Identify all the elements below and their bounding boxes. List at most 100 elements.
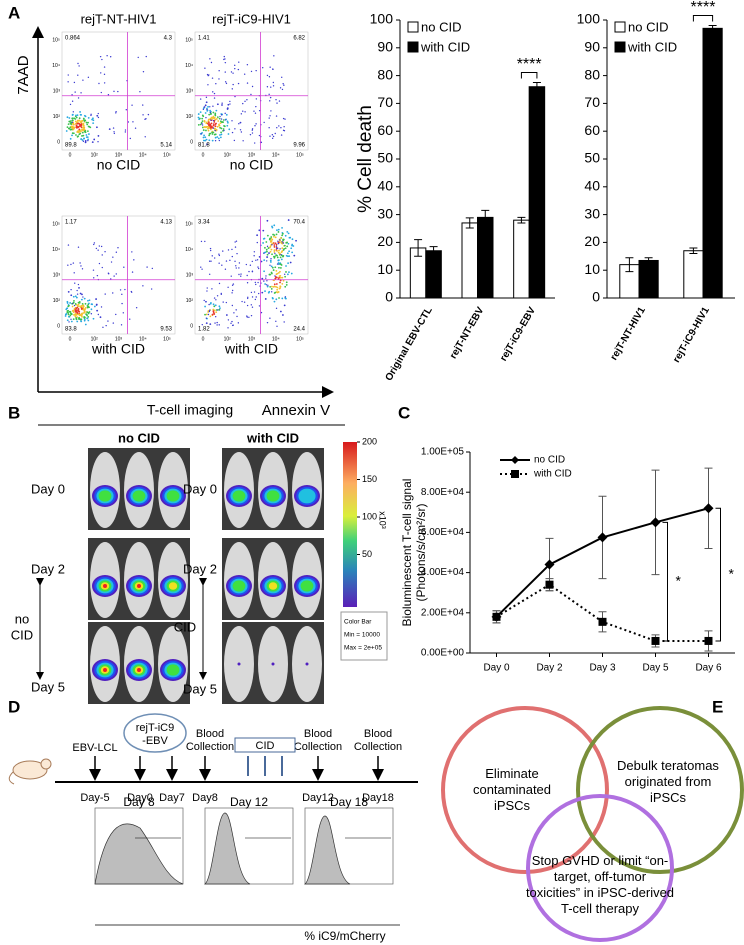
cell-dot	[281, 297, 284, 300]
cell-dot	[76, 306, 79, 309]
cell-dot	[98, 82, 100, 85]
cell-dot	[83, 120, 86, 122]
cell-dot	[108, 128, 111, 131]
cell-dot	[279, 239, 281, 241]
cell-dot	[72, 111, 75, 113]
cell-dot	[197, 116, 200, 119]
row-label: with CID	[91, 341, 145, 357]
cell-dot	[98, 262, 101, 265]
axis-tick-label: 10⁴	[272, 152, 280, 158]
cell-dot	[253, 142, 256, 144]
cell-dot	[88, 306, 90, 309]
cell-dot	[218, 124, 221, 127]
cell-dot	[235, 265, 237, 267]
cell-dot	[113, 275, 115, 277]
cell-dot	[78, 117, 81, 120]
cell-dot	[246, 63, 249, 66]
quadrant-value: 89.8	[65, 143, 77, 149]
cell-dot	[269, 135, 271, 137]
error-bar	[414, 239, 423, 257]
cell-dot	[238, 122, 240, 125]
cell-dot	[266, 260, 268, 262]
cell-dot	[93, 242, 96, 244]
cell-dot	[205, 116, 207, 119]
cell-dot	[276, 229, 278, 232]
cell-dot	[269, 317, 271, 319]
marker	[544, 559, 555, 570]
cell-dot	[201, 122, 203, 125]
cell-dot	[67, 290, 70, 293]
error-bar	[689, 247, 698, 255]
y-tick-label: 50	[584, 150, 600, 166]
cell-dot	[286, 241, 289, 244]
cell-dot	[210, 61, 213, 64]
cell-dot	[237, 322, 240, 324]
cell-dot	[82, 134, 85, 137]
cell-dot	[65, 130, 68, 132]
cell-dot	[275, 283, 278, 285]
cell-dot	[211, 139, 214, 142]
cell-dot	[214, 316, 217, 318]
cell-dot	[218, 253, 220, 255]
cell-dot	[215, 122, 217, 125]
axis-tick-label: 10⁴	[52, 63, 60, 69]
panel-letter: C	[398, 403, 410, 422]
cell-dot	[75, 296, 78, 299]
cell-dot	[203, 106, 206, 108]
quadrant-value: 0.864	[65, 36, 81, 42]
cell-dot	[221, 264, 223, 266]
axis-title: % Cell death	[355, 105, 376, 213]
cell-dot	[197, 113, 200, 115]
cell-dot	[71, 117, 74, 120]
cell-dot	[66, 116, 69, 119]
cell-dot	[77, 74, 79, 76]
cell-dot	[224, 71, 226, 73]
cell-dot	[240, 275, 242, 277]
error-bar	[429, 246, 438, 256]
cell-dot	[77, 62, 79, 65]
cell-dot	[250, 304, 253, 306]
plot-frame	[61, 215, 176, 335]
cell-dot	[271, 137, 274, 140]
cell-dot	[209, 111, 211, 114]
cell-dot	[253, 110, 255, 112]
y-tick-label: 2.00E+04	[421, 607, 465, 618]
x-tick-label: rejT-iC9-HIV1	[671, 305, 712, 365]
cell-dot	[206, 73, 209, 76]
cell-dot	[220, 133, 223, 136]
cell-dot	[268, 252, 270, 254]
cell-dot	[278, 100, 281, 102]
cell-dot	[79, 292, 82, 295]
axis-tick-label: 0	[57, 323, 60, 329]
cell-dot	[87, 138, 89, 141]
cell-dot	[274, 252, 276, 255]
cell-dot	[247, 296, 249, 298]
cell-dot	[67, 123, 70, 125]
cell-dot	[122, 312, 125, 314]
cell-dot	[272, 235, 275, 238]
bar	[702, 27, 723, 299]
y-tick-label: 0	[592, 289, 600, 305]
cell-dot	[280, 253, 282, 256]
cell-dot	[235, 309, 237, 311]
cell-dot	[254, 112, 257, 114]
cell-dot	[78, 316, 80, 319]
cell-dot	[219, 136, 222, 139]
cell-dot	[281, 276, 284, 279]
significance-label: ****	[517, 56, 542, 73]
venn-circle	[576, 706, 744, 874]
cell-dot	[241, 300, 243, 303]
cell-dot	[255, 123, 257, 125]
cid-box	[234, 737, 296, 753]
cell-dot	[203, 134, 206, 137]
cell-dot	[217, 120, 220, 122]
cell-dot	[81, 139, 84, 141]
cell-dot	[209, 128, 212, 131]
cell-dot	[288, 250, 290, 253]
axis-tick-label: 0	[57, 139, 60, 145]
cell-dot	[74, 91, 76, 93]
cell-dot	[240, 131, 243, 133]
cell-dot	[70, 320, 73, 323]
cell-dot	[287, 232, 290, 235]
cell-dot	[117, 90, 119, 93]
